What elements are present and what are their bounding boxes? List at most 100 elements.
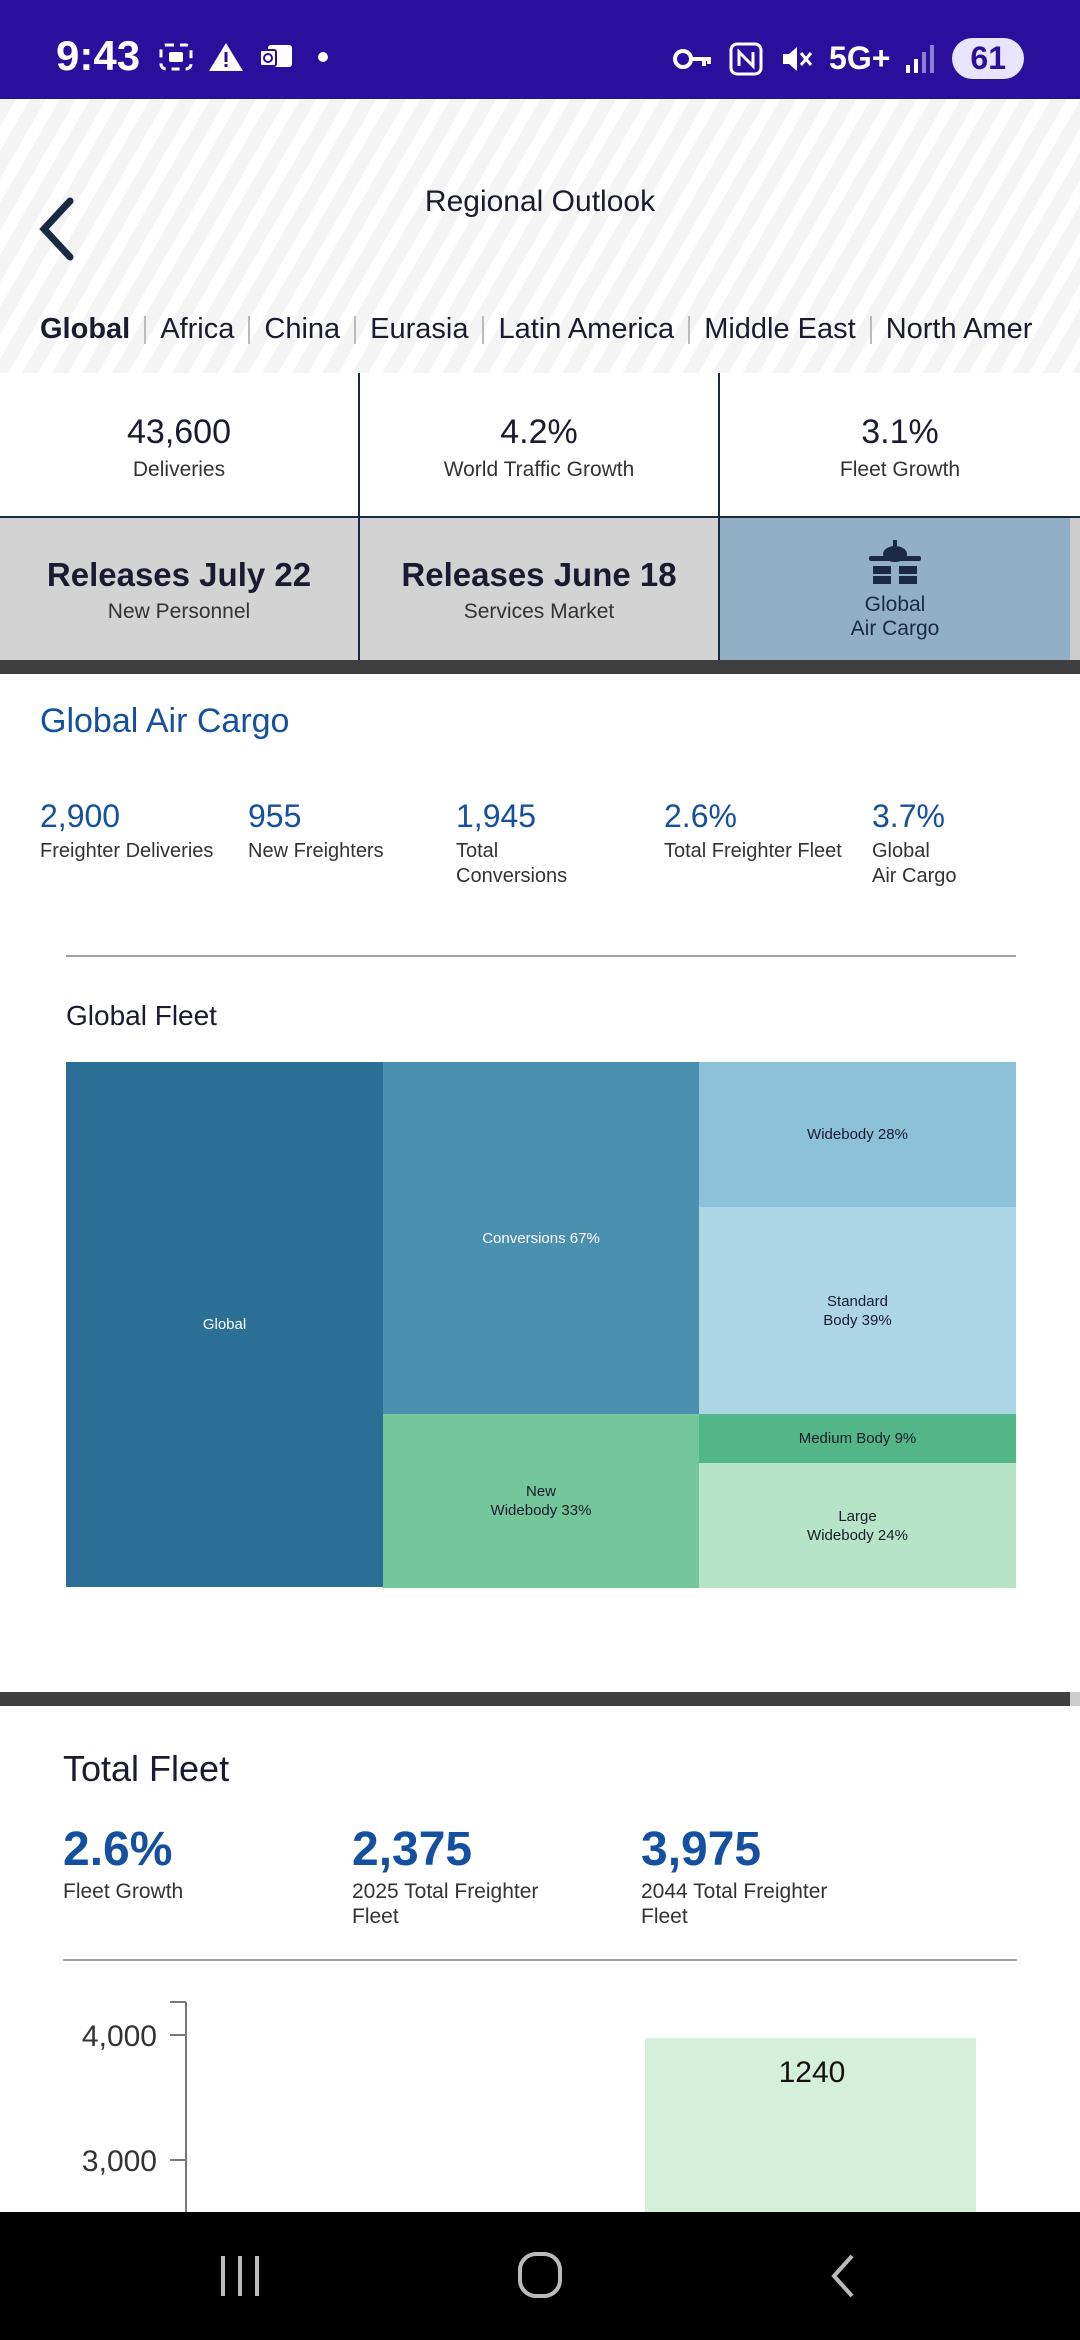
stat-value: 4.2% (500, 413, 578, 451)
bar-data-label: 1240 (779, 2056, 846, 2089)
horizontal-scrollbar[interactable] (1070, 1692, 1080, 1706)
stat-value: 2.6% (63, 1823, 173, 1876)
status-left-icons (158, 42, 328, 72)
back-icon[interactable] (808, 2246, 878, 2306)
y-tick-label: 3,000 (82, 2145, 157, 2178)
stat-label-line1: 2044 Total Freighter (641, 1880, 828, 1903)
section-separator (0, 660, 1080, 674)
stat-value: 2.6% (664, 798, 737, 834)
treemap-label: Conversions 67% (482, 1229, 600, 1247)
battery-level: 61 (952, 38, 1024, 79)
tab-north-america[interactable]: North Amer (885, 313, 1033, 345)
treemap-cell-medium-body[interactable]: Medium Body 9% (699, 1414, 1016, 1463)
y-tick-label: 4,000 (82, 2020, 157, 2053)
stat-label-line1: 2025 Total Freighter (352, 1880, 539, 1903)
stat-value: 2,375 (352, 1823, 473, 1876)
tab-global[interactable]: Global (40, 313, 131, 345)
treemap-label-line2: Body 39% (823, 1311, 892, 1329)
card-release-date: Releases June 18 (401, 556, 677, 593)
key-icon (673, 48, 712, 69)
back-chevron-icon[interactable] (30, 189, 90, 269)
tab-latin-america[interactable]: Latin America (498, 313, 675, 345)
stat-global-air-cargo: 3.7% Global Air Cargo (872, 798, 956, 889)
card-label: Services Market (463, 600, 615, 623)
section-divider (63, 1959, 1017, 1961)
stat-label: Total Freighter Fleet (664, 840, 842, 862)
stat-2044-total-freighter-fleet: 3,975 2044 Total Freighter Fleet (641, 1822, 827, 1929)
total-fleet-title: Total Fleet (63, 1748, 230, 1789)
treemap-cell-widebody[interactable]: Widebody 28% (699, 1062, 1016, 1207)
mute-icon (783, 46, 813, 71)
header: Regional Outlook Global Africa China Eur… (0, 99, 1080, 373)
system-nav-bar (0, 2212, 1080, 2340)
outlook-icon (259, 45, 292, 67)
stat-freighter-deliveries: 2,900 Freighter Deliveries (40, 798, 213, 864)
grid-divider (0, 516, 1080, 518)
card-release-date: Releases July 22 (46, 556, 312, 593)
stat-deliveries[interactable]: 43,600 Deliveries (0, 373, 358, 516)
stat-label: Freighter Deliveries (40, 840, 214, 862)
section-divider (66, 955, 1016, 957)
tab-separator (248, 315, 251, 344)
nfc-icon (729, 42, 763, 75)
treemap-label-line2: Widebody 33% (490, 1502, 592, 1519)
stat-new-freighters: 955 New Freighters (248, 798, 384, 864)
cargo-plane-icon (869, 540, 921, 584)
warning-icon (209, 43, 243, 71)
stat-fleet-growth: 2.6% Fleet Growth (63, 1822, 183, 1904)
stat-label: World Traffic Growth (443, 458, 635, 481)
region-tabs: Global Africa China Eurasia Latin Americ… (40, 313, 1046, 346)
stat-label-line1: Total (456, 840, 499, 862)
card-services-market[interactable]: Releases June 18 Services Market (360, 518, 718, 660)
tab-separator (869, 315, 872, 344)
total-fleet-chart: 4,000 3,000 1240 (0, 1990, 1080, 2212)
notification-dot-icon (318, 52, 328, 62)
stat-value: 43,600 (127, 413, 231, 451)
section-separator (0, 1692, 1080, 1706)
tab-separator (144, 315, 147, 344)
global-fleet-title: Global Fleet (66, 1000, 217, 1031)
tab-eurasia[interactable]: Eurasia (370, 313, 469, 345)
stat-fleet-growth[interactable]: 3.1% Fleet Growth (720, 373, 1080, 516)
treemap-cell-global[interactable]: Global (66, 1062, 383, 1587)
stat-label-line2: Fleet (352, 1905, 399, 1928)
treemap-cell-standard-body[interactable]: Standard Body 39% (699, 1207, 1016, 1414)
section-title: Global Air Cargo (40, 702, 290, 740)
bar-segment-top (645, 2038, 976, 2212)
stat-total-freighter-fleet: 2.6% Total Freighter Fleet (664, 798, 842, 864)
stat-label: New Freighters (248, 840, 384, 862)
stat-value: 3,975 (641, 1823, 762, 1876)
treemap-label-line2: Widebody 24% (807, 1526, 908, 1544)
recent-apps-icon[interactable] (205, 2246, 275, 2306)
stat-2025-total-freighter-fleet: 2,375 2025 Total Freighter Fleet (352, 1822, 538, 1929)
stat-value: 3.7% (872, 798, 945, 834)
home-icon[interactable] (505, 2246, 575, 2306)
tab-africa[interactable]: Africa (160, 313, 235, 345)
network-type: 5G+ (829, 40, 891, 76)
card-new-personnel[interactable]: Releases July 22 New Personnel (0, 518, 358, 660)
stat-value: 1,945 (456, 798, 537, 834)
horizontal-scrollbar[interactable] (1070, 518, 1080, 660)
treemap-cell-conversions[interactable]: Conversions 67% (383, 1062, 699, 1414)
status-time: 9:43 (56, 32, 141, 79)
tab-separator (688, 315, 691, 344)
stat-label: Fleet Growth (839, 458, 961, 481)
tab-middle-east[interactable]: Middle East (704, 313, 856, 345)
status-right-icons: 5G+ 61 (673, 38, 1024, 79)
treemap-cell-new-widebody[interactable]: New Widebody 33% (383, 1414, 699, 1588)
page-title: Regional Outlook (424, 185, 656, 218)
stat-label: Fleet Growth (63, 1880, 184, 1903)
status-bar: 9:43 5G+ 61 (0, 0, 1080, 99)
card-label: New Personnel (107, 600, 251, 623)
total-fleet-chart-svg: 4,000 3,000 1240 (82, 2001, 976, 2212)
treemap-label: Global (202, 1316, 247, 1333)
tab-china[interactable]: China (264, 313, 341, 345)
card-label-line2: Air Cargo (850, 617, 940, 640)
stat-value: 3.1% (861, 413, 939, 451)
card-global-air-cargo[interactable]: Global Air Cargo (720, 518, 1070, 660)
stat-world-traffic-growth[interactable]: 4.2% World Traffic Growth (360, 373, 718, 516)
stat-label: Deliveries (132, 458, 226, 481)
treemap-cell-large-widebody[interactable]: Large Widebody 24% (699, 1463, 1016, 1588)
stat-value: 955 (248, 798, 302, 834)
treemap-label-line1: Standard (827, 1292, 888, 1310)
